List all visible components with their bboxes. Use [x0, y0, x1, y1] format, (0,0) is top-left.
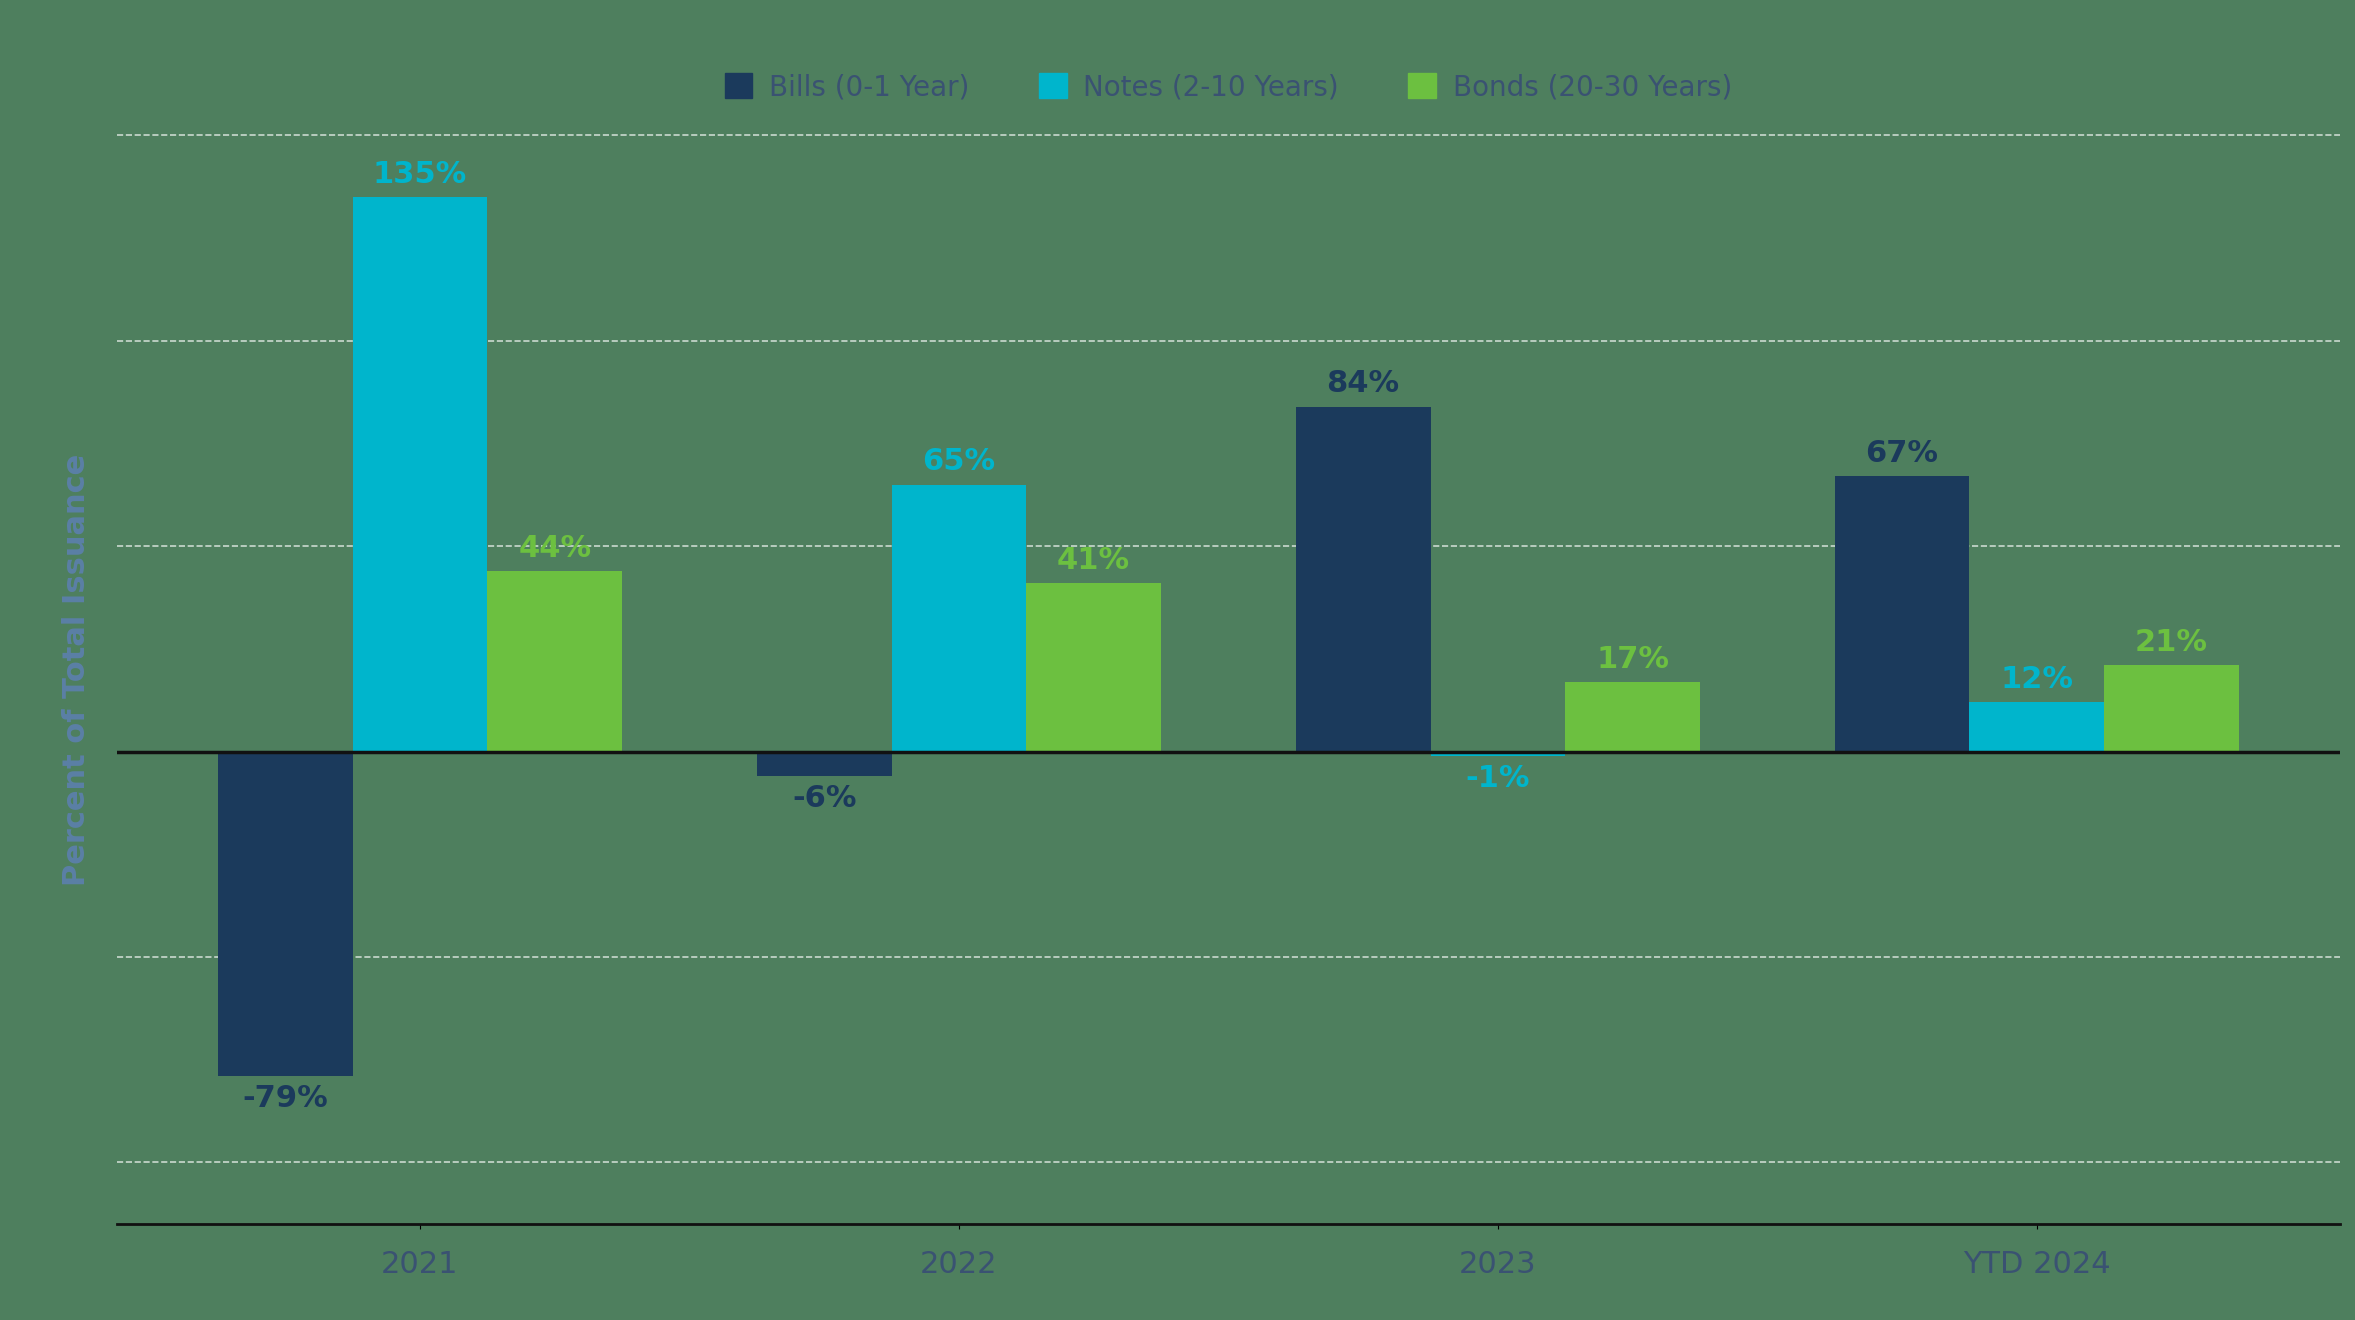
Text: 17%: 17%	[1597, 644, 1670, 673]
Text: 12%: 12%	[1999, 665, 2072, 694]
Bar	[1835, 477, 1969, 751]
Bar	[893, 484, 1027, 751]
Text: 21%: 21%	[2136, 628, 2209, 657]
Text: 65%: 65%	[923, 447, 996, 477]
Bar	[1027, 583, 1161, 751]
Text: 44%: 44%	[518, 533, 591, 562]
Text: -6%: -6%	[791, 784, 857, 813]
Text: 67%: 67%	[1865, 440, 1938, 469]
Legend: Bills (0-1 Year), Notes (2-10 Years), Bonds (20-30 Years): Bills (0-1 Year), Notes (2-10 Years), Bo…	[714, 62, 1743, 112]
Bar	[2105, 665, 2240, 751]
Bar	[487, 570, 622, 751]
Bar	[756, 751, 893, 776]
Text: -1%: -1%	[1465, 764, 1531, 793]
Bar	[1295, 407, 1429, 751]
Y-axis label: Percent of Total Issuance: Percent of Total Issuance	[61, 453, 92, 886]
Bar	[1429, 751, 1566, 755]
Bar	[353, 197, 487, 751]
Bar	[219, 751, 353, 1076]
Text: -79%: -79%	[243, 1084, 327, 1113]
Text: 41%: 41%	[1057, 546, 1130, 576]
Text: 84%: 84%	[1326, 370, 1399, 399]
Bar	[1969, 702, 2105, 751]
Bar	[1566, 681, 1700, 751]
Text: 135%: 135%	[372, 160, 466, 189]
